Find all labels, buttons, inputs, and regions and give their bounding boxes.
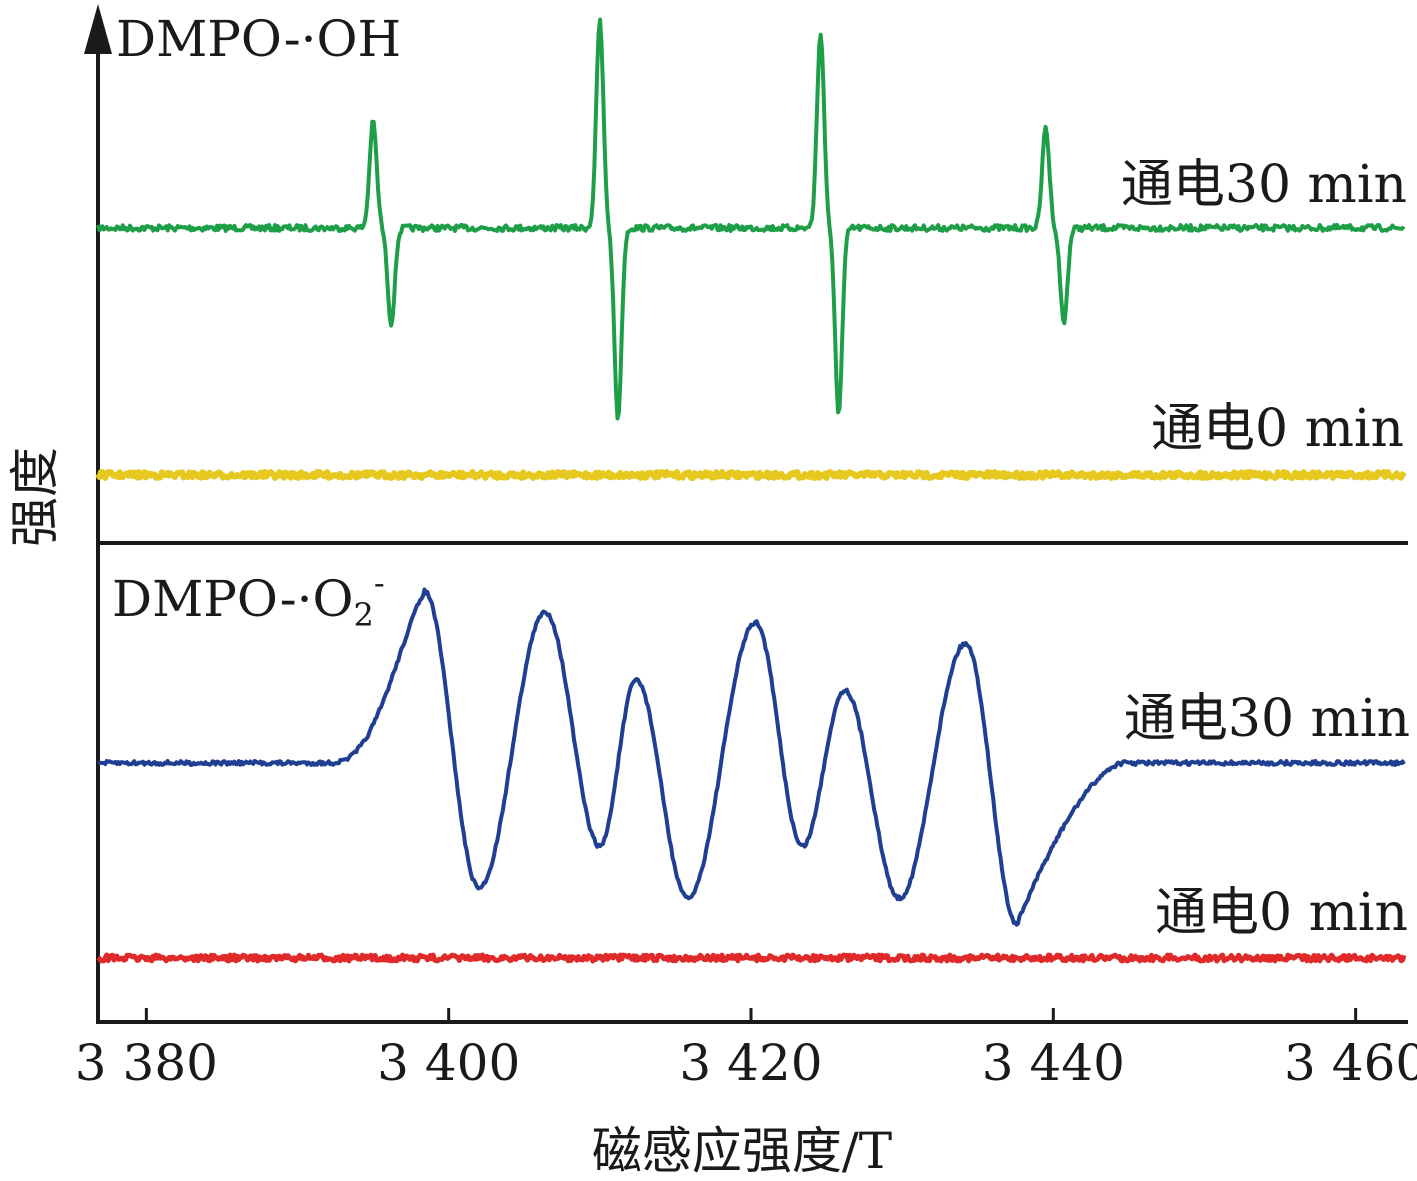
y-axis-title: 强度 — [6, 447, 64, 547]
x-tick-label-4: 3 460 — [1284, 1034, 1417, 1092]
y-axis-arrow — [84, 4, 112, 54]
x-tick-label-0: 3 380 — [75, 1034, 218, 1092]
trace-oh-0min — [95, 469, 1407, 481]
trace-oh-30min — [96, 17, 1406, 421]
x-tick-label-2: 3 420 — [679, 1034, 822, 1092]
trace-o2-0min — [96, 952, 1407, 964]
panel-title-o2: DMPO-·O2- — [112, 564, 385, 634]
trace-o2-30min — [97, 587, 1406, 927]
panel-title-oh: DMPO-·OH — [116, 10, 401, 68]
x-ticks: 3 380 3 400 3 420 3 440 3 460 — [75, 1008, 1417, 1092]
chart-labels: DMPO-·OH DMPO-·O2- 通电30 min 通电0 min 通电30… — [6, 10, 1410, 1180]
label-o2-0min: 通电0 min — [1155, 883, 1408, 943]
x-tick-label-3: 3 440 — [982, 1034, 1125, 1092]
label-oh-30min: 通电30 min — [1121, 155, 1407, 215]
spectrum-traces — [95, 17, 1407, 964]
label-oh-0min: 通电0 min — [1151, 399, 1404, 459]
x-axis-title: 磁感应强度/T — [592, 1122, 892, 1180]
x-tick-label-1: 3 400 — [377, 1034, 520, 1092]
label-o2-30min: 通电30 min — [1124, 689, 1410, 749]
